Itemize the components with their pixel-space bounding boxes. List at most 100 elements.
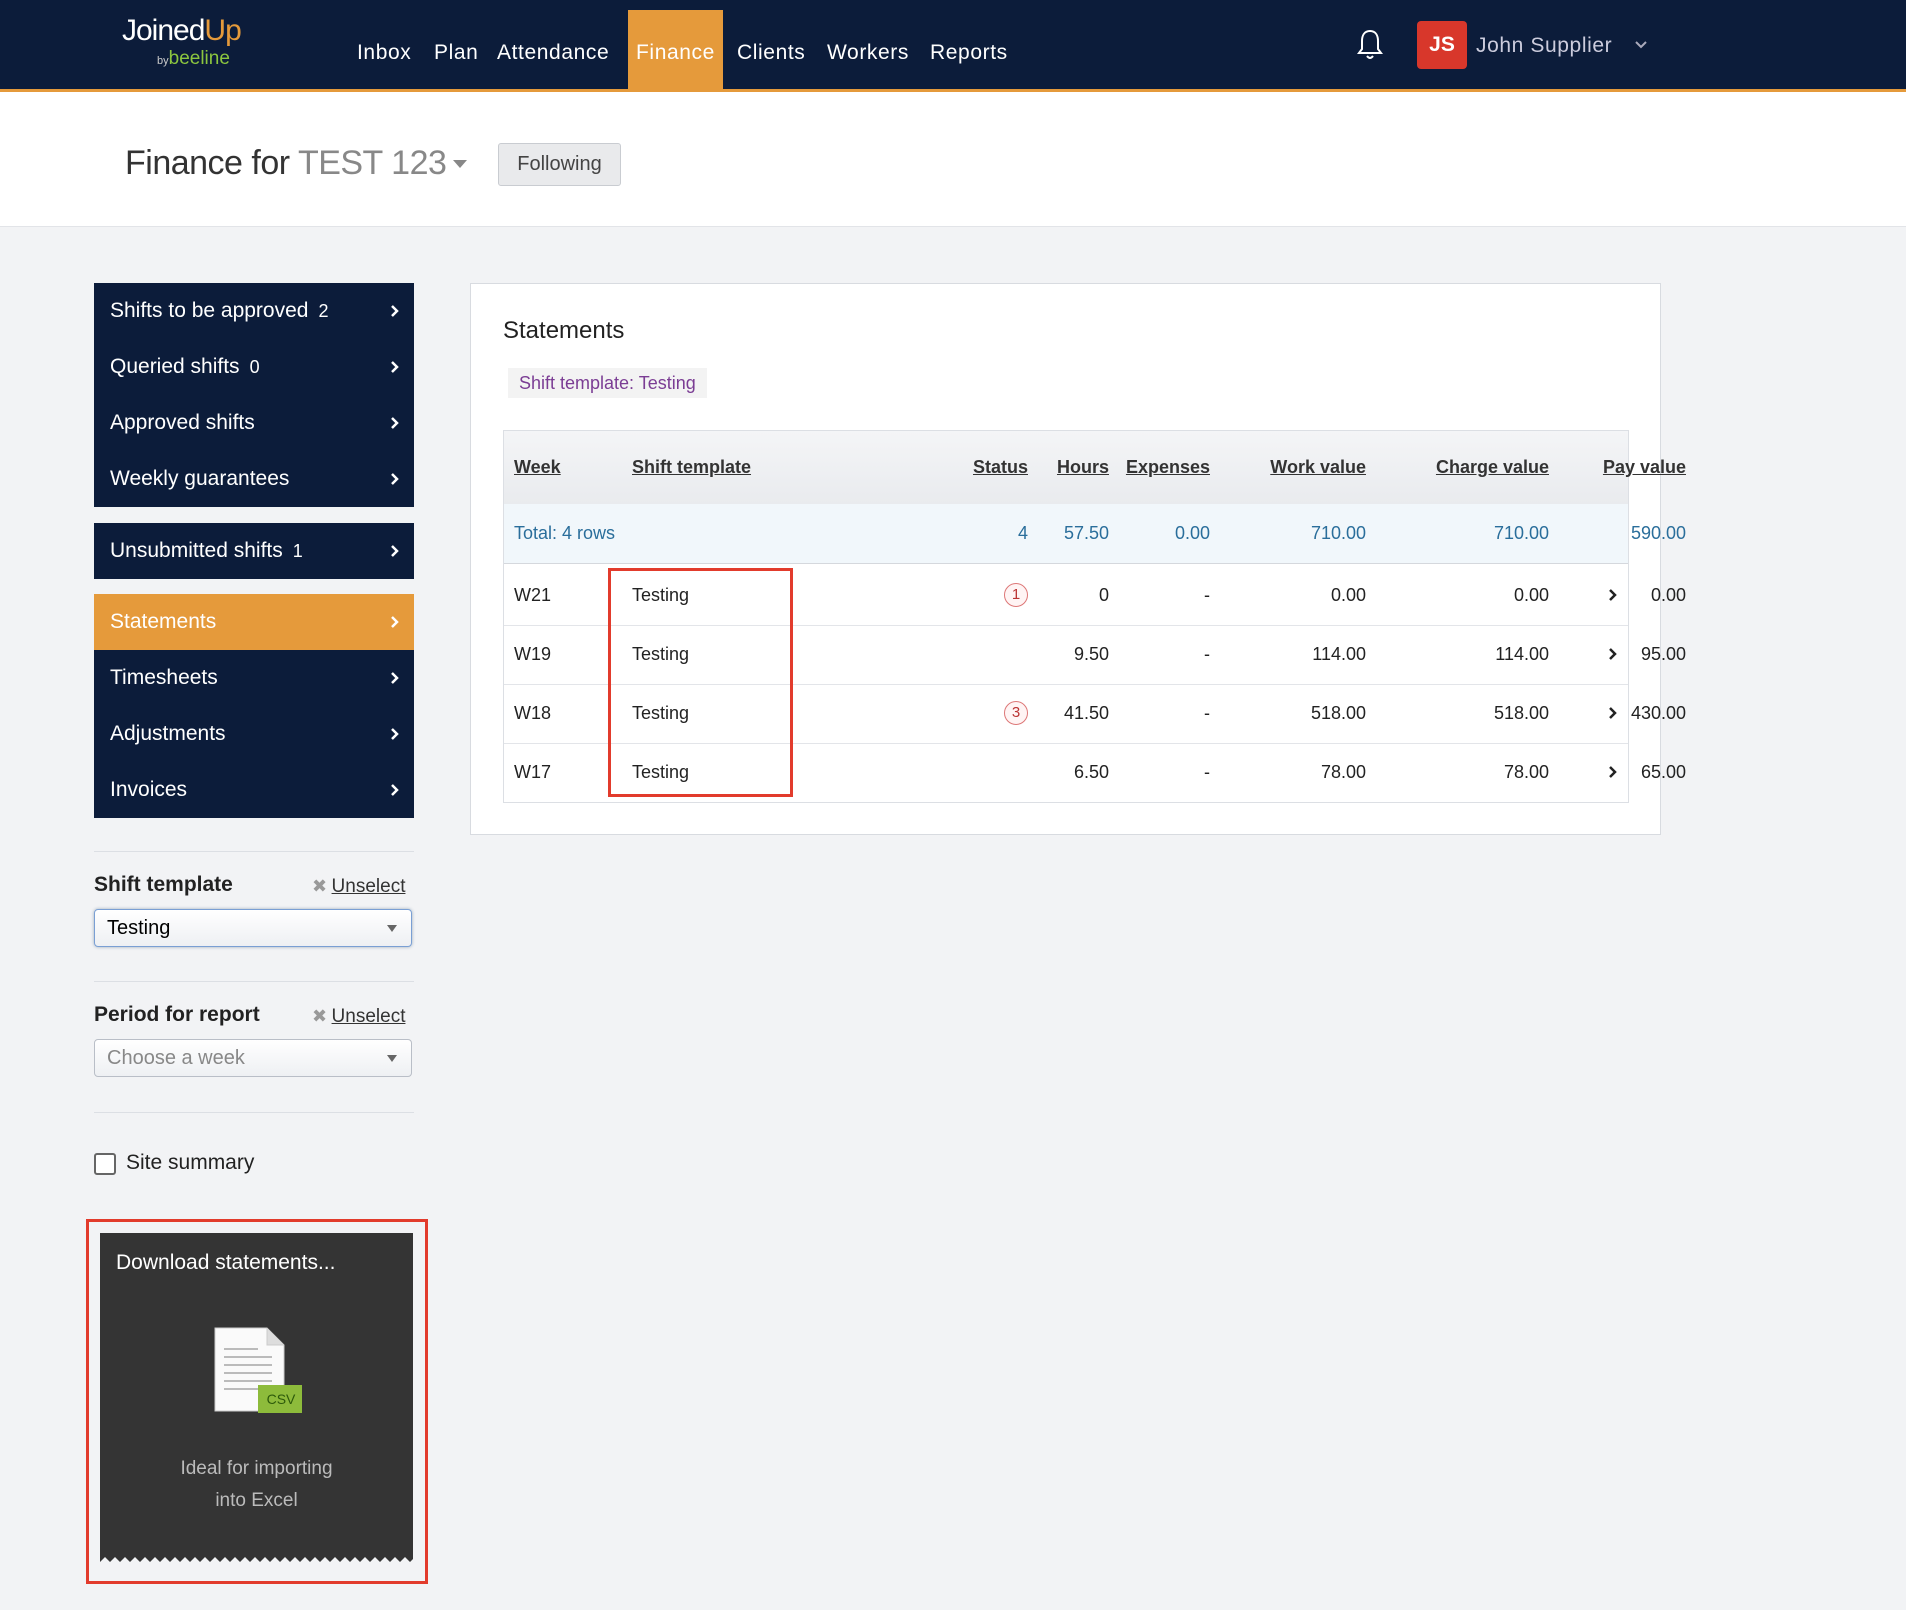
column-header[interactable]: Shift template: [632, 457, 752, 477]
column-header[interactable]: Expenses: [1125, 457, 1210, 477]
chevron: [1609, 707, 1617, 719]
cell-pay: 0.00: [1650, 585, 1686, 605]
user-name[interactable]: John Supplier: [1476, 34, 1613, 57]
logo-sub: bybeeline: [157, 48, 230, 70]
chevron: [391, 672, 399, 684]
total-hours: 57.50: [1063, 523, 1109, 543]
nav-item[interactable]: Plan: [434, 41, 479, 64]
column-header[interactable]: Charge value: [1435, 457, 1549, 477]
entity-caret[interactable]: [452, 159, 468, 169]
cell-charge: 78.00: [1503, 762, 1549, 782]
chevron: [1609, 648, 1617, 660]
nav-item[interactable]: Attendance: [497, 41, 610, 64]
highlight-box: [608, 568, 793, 797]
menu-group: Unsubmitted shifts 1: [94, 523, 414, 579]
filter-tag[interactable]: Shift template: Testing: [508, 368, 707, 398]
highlight-box: [86, 1219, 428, 1584]
total-pay: 590.00: [1630, 523, 1686, 543]
nav-item[interactable]: Clients: [737, 41, 806, 64]
menu-label: Adjustments: [110, 722, 226, 745]
menu-count: 0: [249, 357, 260, 377]
logo-brand: beeline: [168, 48, 230, 69]
cell-template: Testing: [632, 585, 690, 605]
site-summary-label[interactable]: Site summary: [126, 1151, 255, 1174]
column-header[interactable]: Pay value: [1602, 457, 1686, 477]
title-text: Finance for: [125, 144, 290, 182]
period-select[interactable]: Choose a week: [94, 1039, 412, 1077]
menu-count: 1: [292, 541, 303, 561]
select-placeholder: Choose a week: [107, 1047, 245, 1069]
total-label: Total: 4 rows: [514, 523, 616, 543]
top-nav: JoinedUp bybeeline Inbox Plan Attendance Fi…: [0, 0, 1906, 92]
menu-item[interactable]: Weekly guarantees: [94, 451, 414, 507]
nav-item[interactable]: Reports: [930, 41, 1008, 64]
cell-work: 114.00: [1312, 644, 1366, 664]
menu-group: Statements Timesheets Adjustments Invoices: [94, 594, 414, 818]
menu-item[interactable]: Queried shifts 0: [94, 339, 414, 395]
description-line: into Excel: [215, 1490, 298, 1511]
column-header[interactable]: Work value: [1270, 457, 1366, 477]
entity-name[interactable]: TEST 123: [297, 144, 447, 182]
separator: [94, 1112, 414, 1113]
chevron: [391, 545, 399, 557]
menu-label: Invoices: [110, 778, 188, 801]
cell-template: Testing: [632, 762, 690, 782]
column-header[interactable]: Hours: [1056, 457, 1109, 477]
template-select[interactable]: Testing: [94, 909, 412, 947]
total-row: [504, 504, 1628, 564]
column-header[interactable]: Status: [972, 457, 1028, 477]
menu-item[interactable]: Unsubmitted shifts 1: [94, 523, 414, 579]
logo-by: by: [157, 55, 169, 67]
cell-work: 0.00: [1330, 585, 1366, 605]
page-header: Finance for TEST 123 Following: [0, 92, 1906, 227]
nav-item[interactable]: Inbox: [357, 41, 412, 64]
logo[interactable]: JoinedUp: [122, 14, 242, 48]
panel-title: Statements: [503, 317, 625, 344]
download-card[interactable]: Download statements... CSV Ideal for imp…: [100, 1233, 413, 1568]
nav-item[interactable]: Workers: [827, 41, 909, 64]
chevron: [391, 361, 399, 373]
cell-hours: 6.50: [1073, 762, 1109, 782]
unselect-link[interactable]: ✖ Unselect: [312, 876, 405, 898]
menu-item[interactable]: Invoices: [94, 762, 414, 818]
cell-charge: 114.00: [1495, 644, 1549, 664]
status-badge: 1: [1004, 583, 1028, 607]
table-row[interactable]: [504, 625, 1628, 685]
total-charge: 710.00: [1493, 523, 1549, 543]
menu-item[interactable]: Approved shifts: [94, 395, 414, 451]
separator: [94, 981, 414, 982]
csv-icon: [214, 1327, 302, 1413]
cell-expenses: -: [1204, 644, 1210, 664]
menu-label: Shifts to be approved: [110, 299, 309, 322]
filter-label: Shift template: [94, 873, 233, 896]
menu-item[interactable]: Shifts to be approved 2: [94, 283, 414, 339]
download-title: Download statements...: [116, 1251, 336, 1274]
column-header[interactable]: Week: [514, 457, 561, 477]
total-status: 4: [1017, 523, 1028, 543]
site-summary-checkbox[interactable]: [94, 1153, 116, 1175]
menu-item[interactable]: Statements: [94, 594, 414, 650]
select-caret: [387, 925, 397, 932]
cell-charge: 0.00: [1513, 585, 1549, 605]
table-row[interactable]: [504, 566, 1628, 626]
follow-button[interactable]: Following: [498, 143, 621, 186]
statements-table: Week Shift template Status Hours Expenses Wor…: [503, 430, 1686, 803]
csv-badge: CSV: [266, 1391, 296, 1407]
user-avatar[interactable]: JS: [1417, 21, 1467, 69]
unselect-text: Unselect: [331, 1006, 406, 1027]
statements-panel: Statements Shift template: Testing Week S…: [470, 283, 1686, 835]
chevron: [391, 616, 399, 628]
cell-week: W18: [514, 703, 552, 723]
user-caret[interactable]: [1634, 40, 1648, 50]
unselect-link[interactable]: ✖ Unselect: [312, 1006, 405, 1028]
select-value: Testing: [107, 917, 171, 939]
menu-item[interactable]: Adjustments: [94, 706, 414, 762]
menu-item[interactable]: Timesheets: [94, 650, 414, 706]
chevron: [391, 728, 399, 740]
download-description: Ideal for importing into Excel: [100, 1453, 413, 1517]
bell-icon[interactable]: [1356, 28, 1384, 62]
menu-label: Unsubmitted shifts: [110, 539, 283, 562]
table-row[interactable]: [504, 684, 1628, 744]
chevron: [1609, 766, 1617, 778]
nav-item[interactable]: Finance: [628, 10, 723, 89]
